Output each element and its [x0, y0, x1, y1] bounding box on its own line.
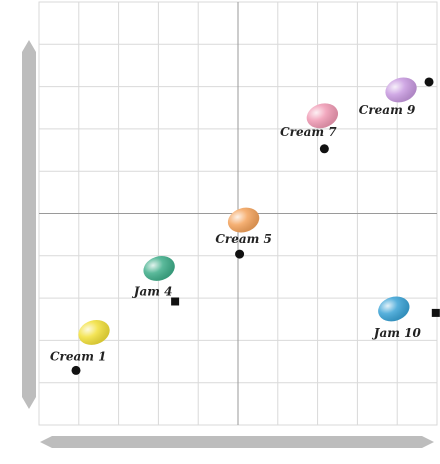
color-sample-gloss	[385, 77, 417, 103]
point-label: Cream 9	[359, 103, 416, 117]
data-point: Cream 9	[359, 77, 434, 117]
point-label: Jam 4	[132, 284, 173, 298]
square-marker	[431, 308, 440, 317]
circle-marker	[71, 365, 81, 375]
color-sample-gloss	[227, 207, 260, 233]
data-point: Jam 4	[132, 256, 180, 306]
y-axis-bar	[22, 52, 36, 397]
point-label: Cream 1	[50, 349, 107, 363]
point-label: Cream 7	[280, 125, 337, 139]
circle-marker	[235, 249, 245, 259]
data-points: Cream 1 Jam 4 Cream 5 Cream 7 Cream 9 Jam 10	[50, 77, 440, 375]
x-axis-bar	[52, 436, 422, 448]
data-point: Cream 1	[50, 319, 110, 375]
square-marker	[171, 297, 180, 306]
circle-marker	[424, 77, 434, 87]
color-sample-gloss	[143, 256, 175, 281]
data-point: Jam 10	[372, 296, 440, 340]
color-sample-gloss	[306, 103, 339, 129]
color-sample-gloss	[378, 296, 410, 322]
point-label: Cream 5	[215, 232, 272, 246]
data-point: Cream 5	[215, 207, 272, 259]
point-label: Jam 10	[372, 326, 422, 340]
color-sample-gloss	[78, 319, 110, 345]
data-point: Cream 7	[280, 103, 339, 154]
axes	[22, 40, 434, 448]
circle-marker	[319, 144, 329, 154]
